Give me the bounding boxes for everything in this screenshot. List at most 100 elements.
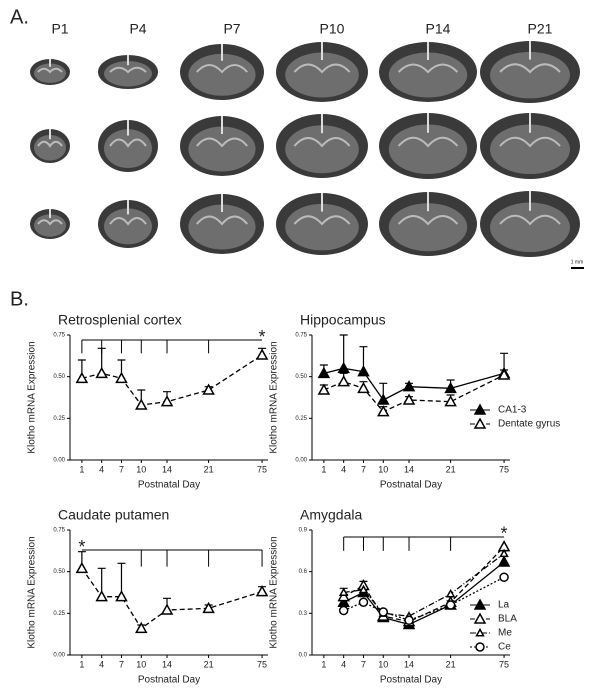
x-tick-label: 1 [321, 659, 326, 669]
marker [497, 555, 511, 567]
marker [378, 607, 389, 617]
legend-label: Ce [498, 642, 511, 653]
legend-label: Me [498, 628, 512, 639]
marker [115, 371, 128, 384]
brain-inner [388, 52, 468, 98]
brain-inner [388, 124, 468, 175]
x-axis-label: Postnatal Day [138, 675, 200, 686]
marker [338, 605, 349, 616]
marker [445, 588, 456, 598]
series-line [81, 567, 263, 630]
y-tick-label: 0.25 [53, 416, 65, 422]
brain-structure [37, 67, 63, 74]
marker [95, 366, 108, 379]
chart-title: Hippocampus [300, 312, 386, 328]
marker [377, 405, 390, 417]
marker [338, 587, 349, 597]
x-tick-label: 21 [446, 464, 456, 474]
brain-inner [188, 126, 256, 172]
x-tick-label: 10 [136, 659, 146, 669]
x-tick-label: 75 [257, 659, 267, 669]
brain-inner [490, 124, 570, 175]
x-tick-label: 21 [204, 464, 214, 474]
column-label: P1 [51, 21, 68, 37]
brain-inner [104, 208, 152, 245]
panel-label: A. [10, 6, 29, 28]
y-tick-label: 0.3 [299, 611, 308, 617]
brain-inner [188, 53, 256, 96]
legend-marker [475, 642, 485, 652]
brain-structure [499, 63, 561, 74]
brain-inner [285, 203, 359, 251]
y-tick-label: 0.00 [53, 653, 65, 659]
brain-structure [109, 217, 147, 226]
column-label: P14 [426, 21, 451, 37]
x-tick-label: 21 [446, 659, 456, 669]
brain-sections [30, 41, 580, 257]
x-tick-label: 75 [499, 464, 509, 474]
marker [317, 366, 331, 379]
x-tick-label: 7 [361, 464, 366, 474]
chart-title: Retrosplenial cortex [58, 312, 182, 328]
panel-label: B. [10, 288, 29, 310]
significance-star: * [259, 327, 266, 347]
brain-structure [37, 219, 63, 226]
column-label: P21 [528, 21, 553, 37]
y-tick-label: 0.0 [299, 653, 308, 659]
marker [357, 381, 370, 394]
brain-inner [285, 52, 359, 98]
x-tick-label: 7 [119, 464, 124, 474]
legend-label: CA1-3 [498, 405, 527, 416]
marker [95, 590, 108, 602]
significance-star: * [78, 537, 85, 557]
y-tick-label: 0.9 [299, 528, 308, 534]
y-tick-label: 0.00 [53, 458, 65, 464]
legend-label: La [498, 600, 510, 611]
series-line [343, 553, 505, 617]
marker [337, 361, 350, 374]
marker [75, 561, 89, 574]
brain-inner [490, 51, 570, 99]
marker [402, 380, 416, 392]
marker [75, 371, 89, 384]
x-tick-label: 10 [378, 464, 388, 474]
brain-structure [397, 63, 459, 74]
x-axis-label: Postnatal Day [380, 675, 442, 686]
marker [444, 395, 457, 407]
y-axis-label: Klotho mRNA Expression [27, 536, 38, 648]
x-tick-label: 14 [162, 659, 172, 669]
marker [444, 381, 457, 394]
marker [404, 615, 414, 626]
x-tick-label: 4 [99, 464, 104, 474]
legend-label: BLA [498, 614, 517, 625]
column-label: P4 [129, 21, 146, 37]
significance-star: * [501, 524, 508, 544]
x-tick-label: 14 [404, 464, 414, 474]
marker [135, 621, 148, 634]
y-tick-label: 0.50 [53, 374, 65, 380]
brain-structure [293, 137, 351, 148]
x-axis-label: Postnatal Day [380, 480, 442, 491]
y-tick-label: 0.00 [295, 458, 307, 464]
y-tick-label: 0.75 [53, 333, 65, 339]
brain-structure [196, 64, 248, 74]
marker [445, 600, 456, 610]
x-tick-label: 4 [99, 659, 104, 669]
legend-marker [473, 417, 487, 429]
marker [255, 585, 269, 597]
brain-structure [397, 136, 459, 148]
brain-structure [499, 136, 561, 148]
brain-structure [196, 137, 248, 148]
marker [497, 368, 511, 380]
marker [202, 383, 215, 395]
brain-inner [388, 203, 468, 252]
x-tick-label: 7 [361, 659, 366, 669]
brain-inner [104, 129, 152, 169]
marker [115, 590, 128, 602]
x-tick-label: 4 [341, 659, 346, 669]
legend-marker [473, 598, 487, 610]
marker [160, 603, 174, 615]
marker [135, 398, 148, 410]
brain-structure [397, 215, 459, 226]
y-axis-label: Klotho mRNA Expression [269, 536, 280, 648]
